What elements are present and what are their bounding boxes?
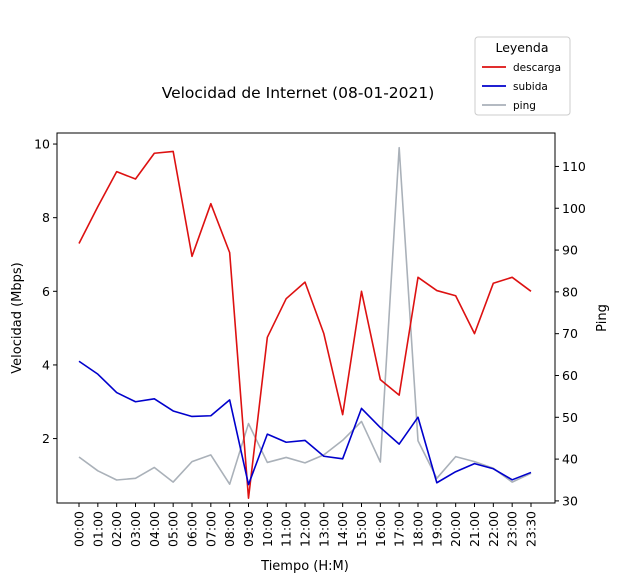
x-tick-label: 21:00	[467, 511, 482, 547]
x-tick-label: 05:00	[166, 511, 181, 547]
series-line-subida	[78, 360, 532, 486]
x-axis-label: Tiempo (H:M)	[260, 559, 349, 574]
y-axis-label: Velocidad (Mbps)	[10, 262, 25, 373]
y2-tick-label: 90	[562, 243, 578, 258]
x-tick-label: 13:00	[316, 511, 331, 547]
y2-tick-label: 100	[562, 201, 586, 216]
chart-title: Velocidad de Internet (08-01-2021)	[162, 84, 435, 102]
x-tick-label: 15:00	[354, 511, 369, 547]
x-tick-label: 11:00	[279, 511, 294, 547]
y-tick-label: 8	[42, 210, 50, 225]
y-axis-left: 2 4 6 8 10	[34, 137, 57, 446]
x-tick-label: 16:00	[373, 511, 388, 547]
y2-tick-label: 80	[562, 284, 578, 299]
legend-label-descarga: descarga	[513, 62, 561, 74]
x-tick-label: 12:00	[298, 511, 313, 547]
legend-items: descarga subida ping	[482, 62, 561, 112]
x-tick-label: 23:00	[505, 511, 520, 547]
y-tick-label: 2	[42, 431, 50, 446]
legend-title: Leyenda	[495, 40, 548, 55]
x-tick-label: 22:00	[486, 511, 501, 547]
x-tick-label: 20:00	[448, 511, 463, 547]
x-tick-label: 03:00	[128, 511, 143, 547]
legend-label-subida: subida	[513, 81, 548, 93]
y2-tick-label: 50	[562, 410, 578, 425]
plot-area	[56, 132, 556, 504]
y2-tick-label: 110	[562, 159, 586, 174]
plot-frame	[56, 132, 556, 504]
legend: Leyenda descarga subida ping	[474, 36, 571, 116]
x-tick-label: 00:00	[72, 511, 87, 547]
x-tick-label: 19:00	[429, 511, 444, 547]
x-tick-label: 10:00	[260, 511, 275, 547]
y2-tick-label: 70	[562, 326, 578, 341]
y-tick-label: 4	[42, 357, 50, 372]
legend-label-ping: ping	[513, 100, 536, 112]
legend-box	[474, 36, 571, 116]
series-layer	[78, 146, 532, 500]
y-tick-label: 6	[42, 284, 50, 299]
x-tick-label: 23:30	[524, 511, 539, 547]
x-tick-label: 07:00	[203, 511, 218, 547]
y2-tick-label: 60	[562, 368, 578, 383]
x-tick-label: 02:00	[109, 511, 124, 547]
x-tick-label: 04:00	[147, 511, 162, 547]
y2-tick-label: 40	[562, 452, 578, 467]
x-tick-label: 18:00	[411, 511, 426, 547]
x-tick-label: 17:00	[392, 511, 407, 547]
x-axis: 00:00 01:00 02:00 03:00 04:00 05:00 06:00 07:00…	[72, 503, 539, 547]
x-tick-label: 14:00	[335, 511, 350, 547]
y2-tick-label: 30	[562, 493, 578, 508]
x-tick-label: 01:00	[90, 511, 105, 547]
series-line-ping	[78, 146, 532, 485]
x-tick-label: 08:00	[222, 511, 237, 547]
x-tick-label: 06:00	[185, 511, 200, 547]
y2-axis-label: Ping	[595, 304, 610, 332]
y-tick-label: 10	[34, 137, 50, 152]
series-line-descarga	[78, 150, 532, 500]
y-axis-right: 30 40 50 60 70 80 90 100 110	[555, 159, 586, 508]
x-tick-label: 09:00	[241, 511, 256, 547]
